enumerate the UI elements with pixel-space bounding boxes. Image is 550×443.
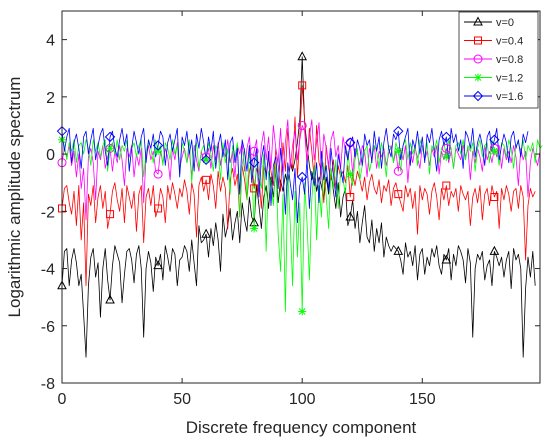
series-marker-3 bbox=[490, 147, 499, 156]
series-marker-1 bbox=[490, 193, 499, 201]
x-tick-label: 50 bbox=[173, 391, 191, 408]
legend-marker bbox=[472, 90, 484, 102]
series-marker-0 bbox=[441, 254, 452, 264]
series-marker-1 bbox=[202, 175, 211, 184]
series-marker-2 bbox=[393, 166, 403, 176]
x-axis-label: Discrete frequency component bbox=[186, 418, 417, 437]
series-marker-4 bbox=[104, 131, 116, 143]
series-marker-1 bbox=[394, 190, 403, 199]
legend-label: v=0.4 bbox=[496, 36, 523, 48]
legend-label: v=0.8 bbox=[496, 54, 523, 66]
series-marker-2 bbox=[441, 143, 451, 153]
series-line-4 bbox=[61, 127, 529, 224]
y-tick-label: 4 bbox=[46, 33, 55, 50]
plot-frame bbox=[61, 10, 541, 384]
series-marker-2 bbox=[249, 146, 259, 156]
series-marker-1 bbox=[298, 81, 307, 90]
series-marker-0 bbox=[201, 228, 211, 238]
series-marker-1 bbox=[250, 184, 259, 193]
series-marker-4 bbox=[296, 171, 308, 183]
series-marker-3 bbox=[154, 147, 163, 156]
series-marker-0 bbox=[345, 211, 356, 221]
series-marker-3 bbox=[346, 170, 355, 179]
series-marker-1 bbox=[154, 204, 163, 213]
legend-marker bbox=[473, 16, 483, 26]
legend-marker bbox=[474, 73, 482, 82]
series-marker-4 bbox=[393, 125, 404, 137]
series-marker-0 bbox=[393, 245, 404, 255]
series-marker-4 bbox=[441, 131, 452, 143]
series-marker-3 bbox=[250, 224, 259, 233]
legend-label: v=1.6 bbox=[496, 91, 523, 103]
x-tick-label: 100 bbox=[289, 391, 316, 408]
series-marker-3 bbox=[298, 307, 307, 316]
series-marker-3 bbox=[202, 155, 211, 164]
legend-marker bbox=[473, 54, 483, 64]
series-marker-0 bbox=[489, 245, 500, 255]
legend-box bbox=[458, 11, 539, 109]
series-marker-4 bbox=[345, 137, 356, 148]
y-tick-label: -8 bbox=[41, 376, 55, 393]
y-tick-label: 0 bbox=[46, 147, 55, 164]
series-line-2 bbox=[61, 119, 541, 221]
legend: v=0 v=0.4 v=0.8 v=1.2 v=1.6 bbox=[458, 11, 539, 109]
x-tick-label: 0 bbox=[58, 391, 67, 408]
series-marker-2 bbox=[297, 120, 307, 130]
series-marker-1 bbox=[106, 210, 115, 219]
series-marker-2 bbox=[153, 169, 163, 179]
series-marker-4 bbox=[248, 157, 260, 168]
plot-lines bbox=[61, 56, 543, 358]
series-marker-3 bbox=[394, 147, 403, 156]
series-marker-0 bbox=[105, 294, 115, 304]
legend-marker bbox=[474, 36, 482, 45]
x-tick-label: 150 bbox=[409, 391, 436, 408]
y-tick-label: -4 bbox=[41, 262, 55, 279]
series-marker-1 bbox=[346, 193, 355, 201]
series-marker-0 bbox=[153, 260, 163, 270]
series-line-1 bbox=[61, 85, 536, 287]
y-tick-label: -6 bbox=[41, 319, 55, 336]
legend-label: v=0 bbox=[496, 17, 514, 29]
series-marker-4 bbox=[489, 134, 500, 145]
series-line-0 bbox=[61, 56, 536, 358]
series-marker-4 bbox=[200, 154, 212, 166]
y-tick-label: -2 bbox=[41, 204, 55, 221]
series-marker-1 bbox=[442, 181, 451, 190]
y-tick-label: 2 bbox=[46, 90, 55, 107]
series-marker-4 bbox=[152, 140, 164, 151]
x-axis-ticks: 0 50 100 150 bbox=[58, 11, 436, 408]
plot-markers bbox=[56, 51, 500, 316]
series-marker-3 bbox=[106, 144, 115, 153]
series-marker-0 bbox=[297, 51, 308, 61]
series-marker-3 bbox=[442, 152, 451, 161]
y-axis-label: Logarithmic amplitude spectrum bbox=[5, 77, 24, 318]
legend-label: v=1.2 bbox=[496, 73, 523, 85]
